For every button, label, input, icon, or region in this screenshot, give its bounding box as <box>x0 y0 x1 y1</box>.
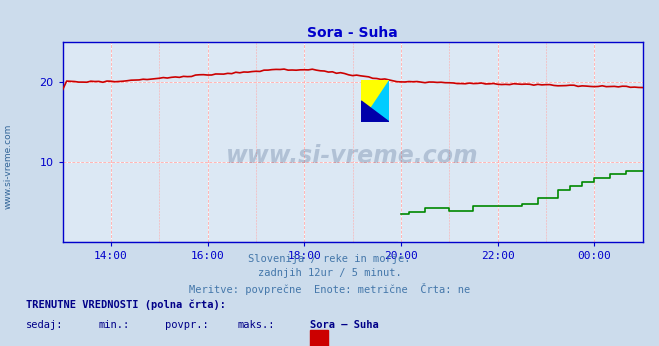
Text: min.:: min.: <box>99 320 130 330</box>
Text: TRENUTNE VREDNOSTI (polna črta):: TRENUTNE VREDNOSTI (polna črta): <box>26 299 226 310</box>
Text: Sora – Suha: Sora – Suha <box>310 320 378 330</box>
Polygon shape <box>361 101 389 122</box>
Polygon shape <box>361 80 389 122</box>
Text: maks.:: maks.: <box>237 320 275 330</box>
Text: povpr.:: povpr.: <box>165 320 208 330</box>
Text: www.si-vreme.com: www.si-vreme.com <box>226 144 479 168</box>
Text: www.si-vreme.com: www.si-vreme.com <box>3 124 13 209</box>
Polygon shape <box>361 80 389 122</box>
Title: Sora - Suha: Sora - Suha <box>307 26 398 40</box>
Text: Slovenija / reke in morje.
zadnjih 12ur / 5 minut.
Meritve: povprečne  Enote: me: Slovenija / reke in morje. zadnjih 12ur … <box>189 254 470 295</box>
Text: sedaj:: sedaj: <box>26 320 64 330</box>
